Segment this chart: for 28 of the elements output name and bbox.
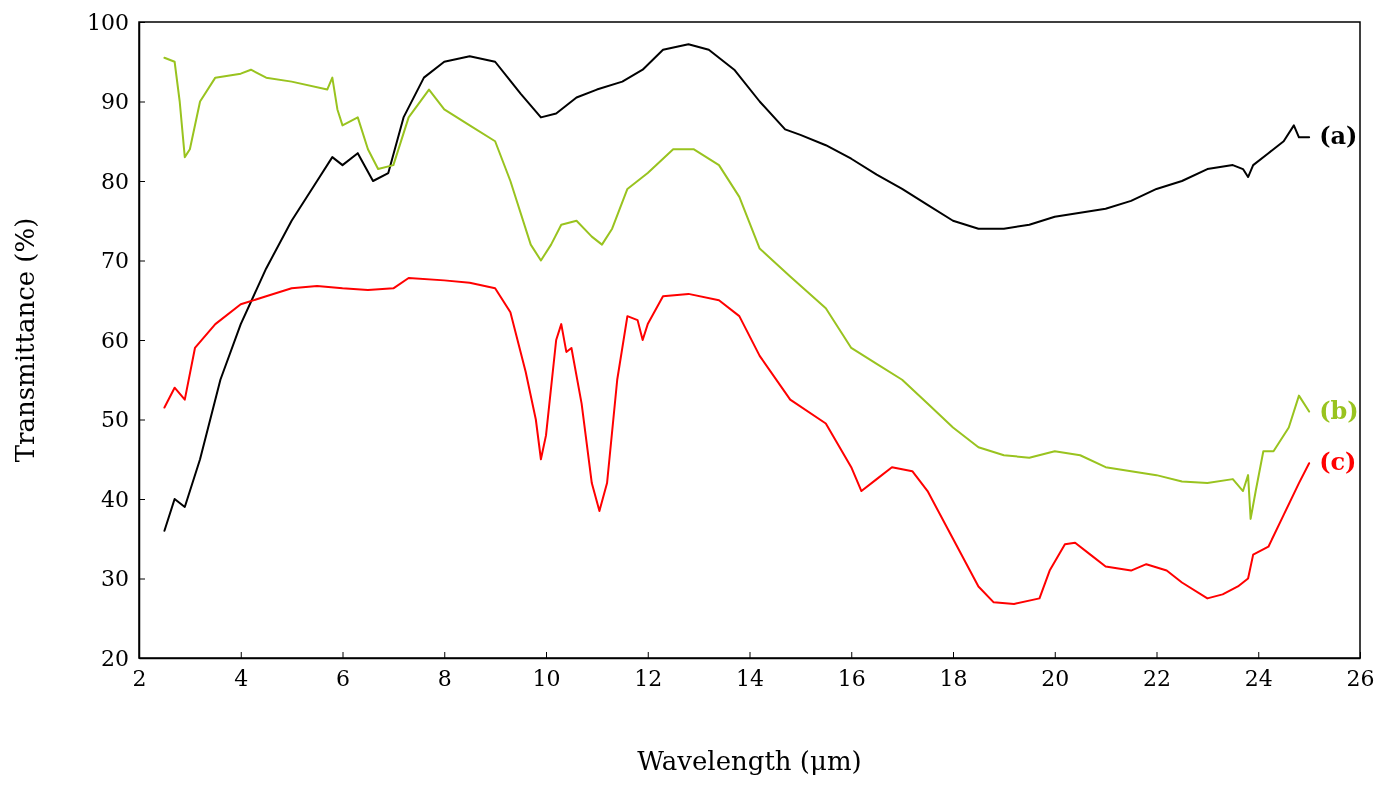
x-tick-label: 18 — [939, 665, 968, 691]
y-tick-label: 60 — [101, 327, 129, 353]
y-tick-label: 80 — [101, 168, 129, 194]
x-tick-label: 4 — [234, 665, 249, 691]
x-tick-label: 12 — [634, 665, 663, 691]
x-tick-label: 14 — [736, 665, 764, 691]
line-series — [163, 276, 1311, 605]
x-tick-label: 20 — [1041, 665, 1070, 691]
x-tick-label: 16 — [837, 665, 866, 691]
y-tick-label: 100 — [87, 9, 129, 35]
y-tick-label: 90 — [101, 89, 129, 115]
x-tick-label: 22 — [1143, 665, 1171, 691]
y-tick-label: 50 — [101, 407, 129, 433]
x-tick-label: 26 — [1346, 665, 1375, 691]
x-tick-label: 6 — [336, 665, 350, 691]
series-label: (a) — [1319, 121, 1358, 151]
y-tick-label: 70 — [101, 248, 129, 274]
x-tick-label: 8 — [437, 665, 452, 691]
x-tick-label: 10 — [532, 665, 561, 691]
y-tick-label: 30 — [101, 566, 129, 592]
series-label: (c) — [1319, 447, 1357, 477]
y-tick-label: 20 — [101, 645, 129, 671]
x-tick-label: 2 — [132, 665, 147, 691]
x-tick-label: 24 — [1244, 665, 1273, 691]
x-axis-title: Wavelength (μm) — [637, 746, 862, 776]
y-axis-title: Transmittance (%) — [10, 217, 40, 463]
series-label: (b) — [1319, 395, 1359, 425]
y-tick-label: 40 — [101, 486, 129, 512]
